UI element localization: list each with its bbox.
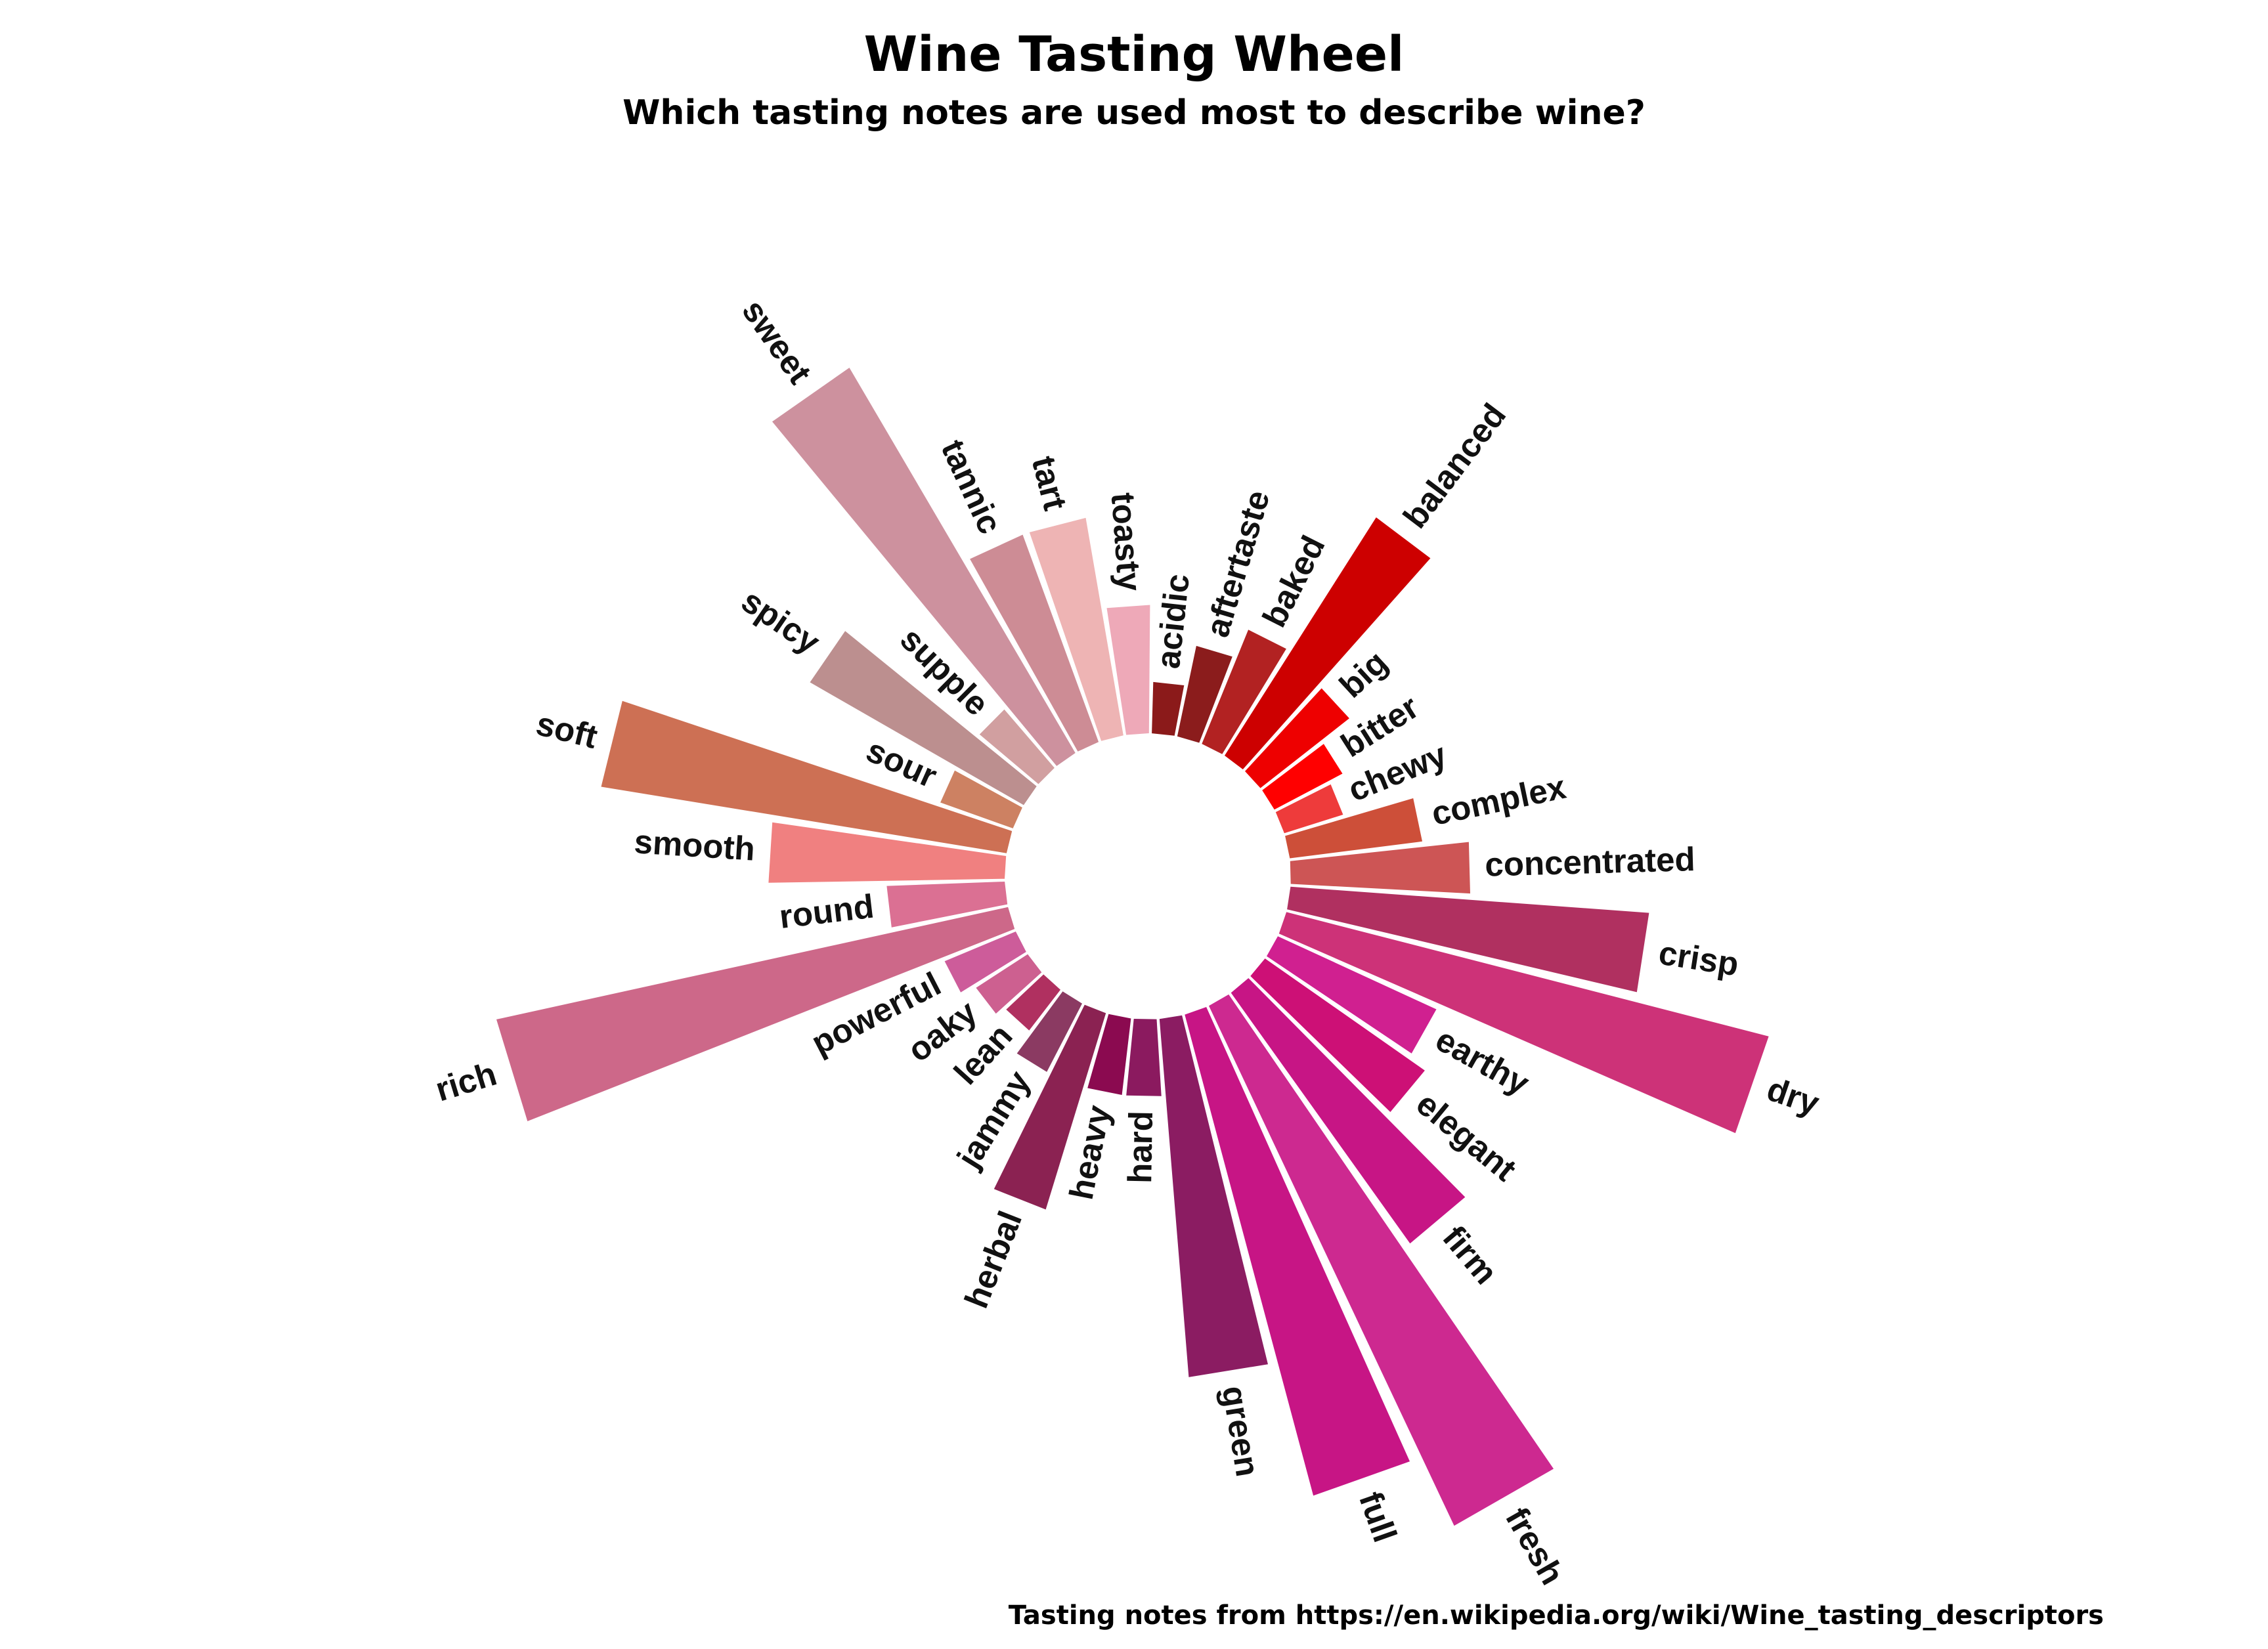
bar-label-herbal: herbal [957,1206,1029,1313]
chart-title: Wine Tasting Wheel [863,26,1405,83]
bar-acidic [1152,681,1185,736]
bar-baked [1202,630,1286,754]
bar-oaky [976,954,1042,1014]
bar-supple [979,709,1055,784]
bar-round [886,882,1008,928]
bar-full [1185,1007,1410,1496]
bar-big [1245,688,1349,788]
bar-hard [1126,1019,1162,1096]
bar-green [1159,1015,1268,1377]
bar-elegant [1250,958,1425,1112]
bar-label-smooth: smooth [633,823,756,867]
bar-tannic [970,534,1099,752]
bar-dry [1278,912,1769,1134]
bar-spicy [810,631,1037,805]
bar-label-tart: tart [1025,452,1075,514]
bar-fresh [1209,994,1554,1526]
bar-label-fresh: fresh [1498,1501,1571,1591]
bar-herbal [993,1004,1106,1210]
bar-chewy [1275,784,1343,834]
bar-sweet [772,368,1076,766]
bar-jammy [1016,991,1082,1072]
bar-label-toasty: toasty [1104,491,1149,593]
bar-sour [940,770,1022,828]
bar-label-tannic: tannic [934,434,1009,539]
bar-soft [601,700,1013,853]
chart-caption: Tasting notes from https://en.wikipedia.… [1008,1600,2104,1631]
bar-smooth [768,822,1007,883]
bar-label-full: full [1352,1487,1404,1547]
bar-concentrated [1290,842,1470,894]
bar-label-hard: hard [1121,1111,1160,1184]
bar-tart [1029,517,1123,741]
bar-label-crisp: crisp [1656,934,1741,983]
bar-label-concentrated: concentrated [1485,840,1696,884]
bar-balanced [1225,517,1431,769]
bar-aftertaste [1177,645,1232,743]
bar-label-acidic: acidic [1149,572,1196,670]
bar-complex [1285,798,1422,859]
bar-earthy [1267,936,1437,1054]
bar-lean [1006,974,1060,1031]
bar-firm [1231,978,1466,1244]
bar-label-soft: soft [533,704,601,756]
bar-crisp [1287,886,1649,993]
bar-label-sweet: sweet [735,293,819,391]
bar-label-balanced: balanced [1396,396,1514,535]
bar-powerful [944,932,1026,993]
bar-heavy [1087,1014,1131,1095]
bar-label-dry: dry [1762,1070,1824,1123]
bar-bitter [1262,744,1343,810]
chart-subtitle: Which tasting notes are used most to des… [622,93,1646,133]
bar-label-spicy: spicy [735,582,827,661]
bar-label-rich: rich [431,1055,501,1109]
bar-toasty [1106,605,1150,735]
bar-label-round: round [777,888,876,935]
bar-label-green: green [1215,1383,1267,1479]
bar-rich [496,907,1015,1121]
bar-label-firm: firm [1435,1218,1505,1291]
bar-label-complex: complex [1428,768,1569,832]
